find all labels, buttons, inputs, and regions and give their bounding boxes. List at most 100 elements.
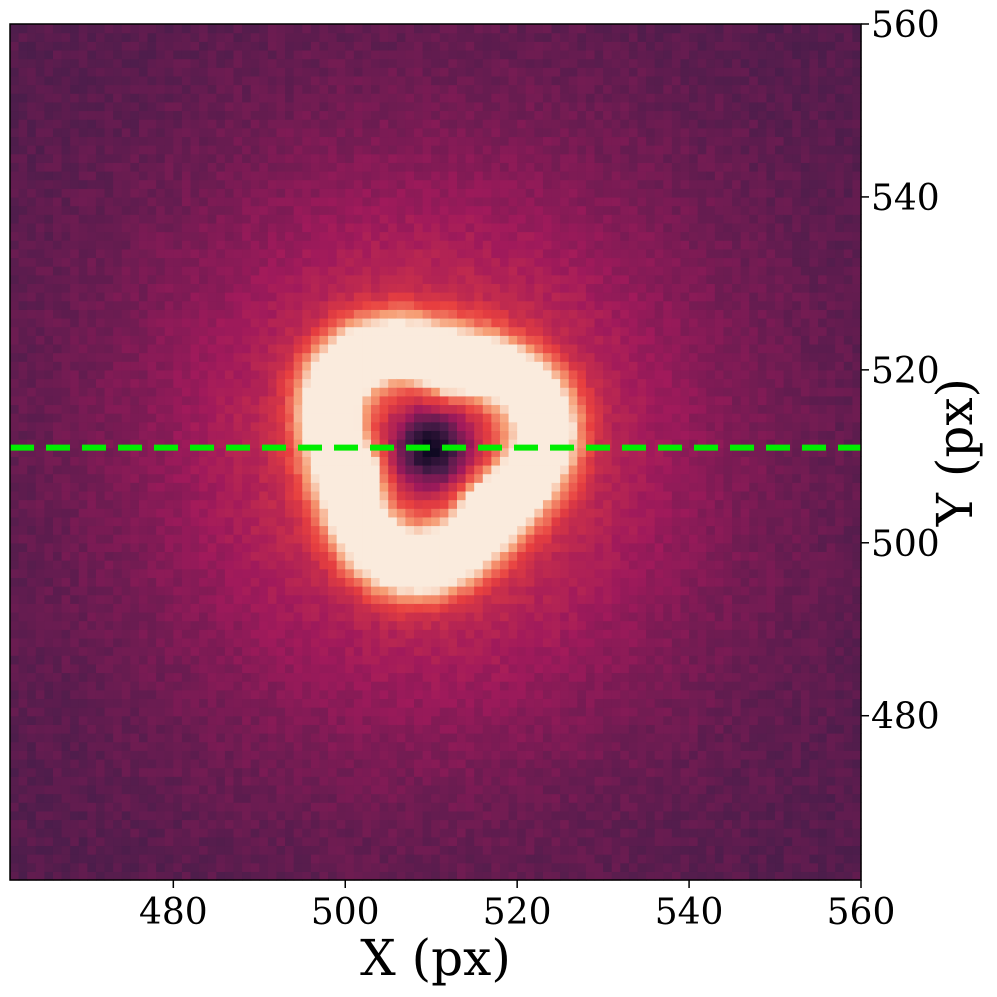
heatmap-cell [130,629,139,638]
heatmap-cell [362,266,371,275]
heatmap-cell [268,301,277,310]
heatmap-cell [423,612,432,621]
heatmap-cell [105,24,114,33]
heatmap-cell [130,249,139,258]
heatmap-cell [10,733,19,742]
heatmap-cell [96,301,105,310]
heatmap-cell [259,776,268,785]
heatmap-cell [380,845,389,854]
heatmap-cell [191,698,200,707]
heatmap-cell [44,837,53,846]
heatmap-cell [79,232,88,241]
heatmap-cell [431,525,440,534]
heatmap-cell [87,154,96,163]
heatmap-cell [397,119,406,128]
heatmap-cell [423,517,432,526]
heatmap-cell [53,603,62,612]
heatmap-cell [388,283,397,292]
heatmap-cell [397,794,406,803]
heatmap-cell [113,266,122,275]
heatmap-cell [62,776,71,785]
heatmap-cell [87,404,96,413]
heatmap-cell [79,742,88,751]
heatmap-cell [79,577,88,586]
heatmap-cell [96,785,105,794]
heatmap-cell [380,776,389,785]
heatmap-cell [337,742,346,751]
heatmap-cell [285,750,294,759]
heatmap-cell [173,318,182,327]
heatmap-cell [62,292,71,301]
heatmap-cell [233,413,242,422]
heatmap-cell [354,266,363,275]
heatmap-cell [113,301,122,310]
heatmap-cell [70,603,79,612]
heatmap-cell [62,768,71,777]
heatmap-cell [276,41,285,50]
heatmap-cell [96,361,105,370]
heatmap-cell [233,232,242,241]
heatmap-cell [105,266,114,275]
heatmap-cell [285,353,294,362]
heatmap-cell [311,655,320,664]
heatmap-cell [87,863,96,872]
heatmap-cell [268,845,277,854]
heatmap-cell [19,759,28,768]
heatmap-cell [19,794,28,803]
heatmap-cell [122,525,131,534]
heatmap-cell [165,871,174,880]
heatmap-cell [19,50,28,59]
heatmap-cell [371,370,380,379]
heatmap-cell [354,768,363,777]
heatmap-cell [105,249,114,258]
heatmap-cell [259,456,268,465]
heatmap-cell [79,344,88,353]
heatmap-cell [259,188,268,197]
heatmap-cell [53,275,62,284]
heatmap-cell [414,344,423,353]
heatmap-cell [225,413,234,422]
heatmap-cell [182,474,191,483]
heatmap-cell [216,275,225,284]
heatmap-cell [36,525,45,534]
heatmap-cell [156,353,165,362]
heatmap-cell [294,223,303,232]
heatmap-cell [156,638,165,647]
heatmap-cell [208,638,217,647]
heatmap-cell [233,292,242,301]
heatmap-cell [165,551,174,560]
heatmap-cell [208,413,217,422]
heatmap-cell [62,50,71,59]
heatmap-cell [27,145,36,154]
heatmap-cell [199,413,208,422]
heatmap-cell [388,188,397,197]
heatmap-cell [242,249,251,258]
heatmap-cell [328,102,337,111]
heatmap-cell [208,802,217,811]
heatmap-cell [53,672,62,681]
heatmap-cell [165,188,174,197]
heatmap-cell [276,690,285,699]
heatmap-cell [380,206,389,215]
heatmap-cell [62,41,71,50]
heatmap-cell [165,232,174,241]
heatmap-cell [113,370,122,379]
heatmap-cell [225,768,234,777]
heatmap-cell [251,102,260,111]
heatmap-cell [371,41,380,50]
heatmap-cell [44,240,53,249]
heatmap-cell [414,534,423,543]
heatmap-cell [276,85,285,94]
heatmap-cell [216,854,225,863]
heatmap-cell [268,595,277,604]
heatmap-cell [337,24,346,33]
heatmap-cell [130,543,139,552]
heatmap-cell [173,845,182,854]
heatmap-cell [208,292,217,301]
heatmap-cell [225,327,234,336]
heatmap-cell [259,292,268,301]
heatmap-cell [371,595,380,604]
heatmap-cell [191,672,200,681]
heatmap-cell [173,776,182,785]
heatmap-cell [87,785,96,794]
